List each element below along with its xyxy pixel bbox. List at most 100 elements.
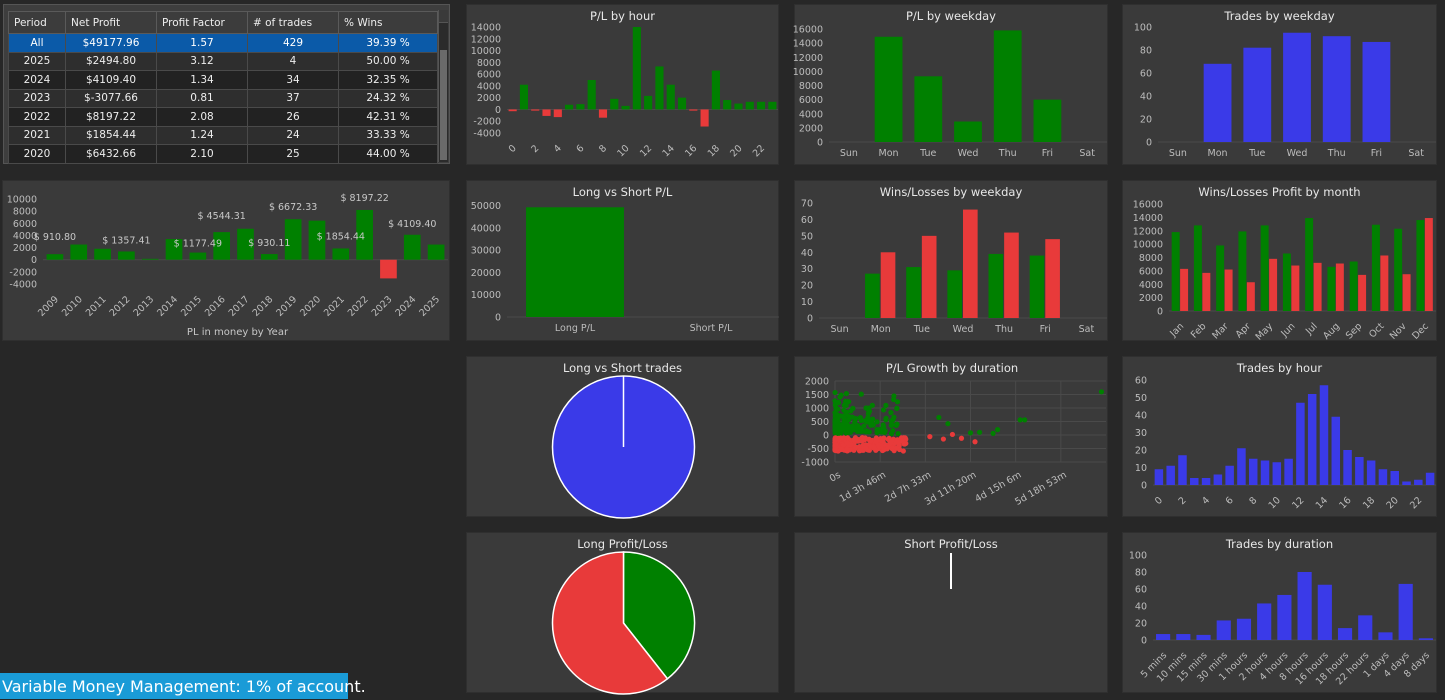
x-tick-label: Tue xyxy=(913,324,930,335)
bar xyxy=(1322,36,1351,143)
chart-title: Short Profit/Loss xyxy=(904,537,998,551)
scatter-point-win xyxy=(837,394,843,400)
chart-title: P/L by weekday xyxy=(906,9,996,23)
scatter-point-win xyxy=(888,422,894,428)
chart-panel-wins-losses-weekday: Wins/Losses by weekday 70 60 50 40 30 20 10 0 Sun… xyxy=(794,180,1108,341)
scatter-point-loss xyxy=(873,438,880,444)
bar xyxy=(213,232,231,260)
x-tick-label: Aug xyxy=(1321,321,1342,342)
bar xyxy=(1176,634,1191,640)
table-row[interactable]: 2022 $8197.22 2.08 26 42.31 % xyxy=(8,107,438,127)
x-tick-label: Tue xyxy=(919,148,936,159)
chart-panel-pl-by-year: 10000 8000 6000 4000 2000 0 -2000 -4000 2009 2010… xyxy=(2,180,450,341)
x-tick-label: 20 xyxy=(1385,495,1401,511)
scroll-thumb[interactable] xyxy=(440,50,447,160)
scatter-point-win xyxy=(891,414,897,420)
bar xyxy=(237,228,254,260)
scatter-point-loss xyxy=(857,447,863,453)
bar-wins xyxy=(1216,245,1225,311)
y-tick-label: 8000 xyxy=(1139,253,1163,264)
bar xyxy=(874,36,903,142)
x-tick-label: 18 xyxy=(706,143,722,159)
x-tick-label: Thu xyxy=(998,148,1017,159)
table-cell: $-3077.66 xyxy=(65,88,157,108)
y-tick-label: 50000 xyxy=(471,201,501,212)
y-tick-label: 8000 xyxy=(477,58,501,69)
chart-title: P/L Growth by duration xyxy=(886,361,1018,375)
bar xyxy=(745,101,754,110)
y-tick-label: 30 xyxy=(801,264,813,275)
table-row[interactable]: 2023 $-3077.66 0.81 37 24.32 % xyxy=(8,88,438,108)
table-cell: 1.24 xyxy=(156,125,248,145)
bar xyxy=(1331,416,1341,485)
x-tick-label: Mon xyxy=(871,324,891,335)
y-tick-label: 10 xyxy=(801,297,813,308)
scatter-point-win xyxy=(858,417,864,423)
scatter-point-win xyxy=(895,430,901,437)
table-cell: $4109.40 xyxy=(65,70,157,90)
bar xyxy=(531,109,540,111)
y-tick-label: 4000 xyxy=(13,231,37,242)
table-cell: $6432.66 xyxy=(65,144,157,164)
y-tick-label: 40 xyxy=(1140,92,1152,103)
table-row[interactable]: All $49177.96 1.57 429 39.39 % xyxy=(8,33,438,53)
chart-title: Long Profit/Loss xyxy=(577,537,668,551)
scatter-point-loss xyxy=(840,442,846,448)
x-tick-label: 2 xyxy=(1177,495,1189,507)
y-tick-label: 2000 xyxy=(799,123,823,134)
x-tick-label: 4 xyxy=(552,143,564,155)
header-trades[interactable]: # of trades xyxy=(247,11,339,34)
bar xyxy=(1277,594,1292,640)
x-tick-label: 8 xyxy=(1247,495,1259,507)
x-tick-label: Thu xyxy=(994,324,1013,335)
bar xyxy=(427,244,445,260)
scatter-point-win xyxy=(832,428,838,434)
bar-wins xyxy=(1305,218,1314,311)
header-wins[interactable]: % Wins xyxy=(338,11,438,34)
bar xyxy=(1284,458,1293,485)
x-tick-label: 22 xyxy=(751,143,767,159)
table-row[interactable]: 2024 $4109.40 1.34 34 32.35 % xyxy=(8,70,438,90)
chart-wins-losses-weekday: Wins/Losses by weekday 70 60 50 40 30 20 10 0 Sun… xyxy=(801,185,1107,335)
bar-wins xyxy=(1327,266,1336,311)
bar-losses xyxy=(1291,265,1300,311)
header-period[interactable]: Period xyxy=(8,11,66,34)
header-profit-factor[interactable]: Profit Factor xyxy=(156,11,248,34)
table-scrollbar[interactable] xyxy=(438,10,448,162)
y-tick-label: 20000 xyxy=(471,268,501,279)
bar-losses xyxy=(1004,232,1019,318)
chart-long-short-trades: Long vs Short trades xyxy=(551,361,696,519)
scatter-point-win xyxy=(888,418,894,424)
x-tick-label: Fri xyxy=(1040,324,1051,335)
table-cell: 4 xyxy=(247,51,339,71)
bar-wins xyxy=(1260,225,1269,311)
scatter-point-win xyxy=(890,396,897,403)
scatter-point-win xyxy=(967,430,974,436)
chart-panel-pl-by-weekday: P/L by weekday 16000 14000 12000 10000 8000 60… xyxy=(793,4,1108,165)
x-tick-label: Feb xyxy=(1189,321,1209,341)
y-tick-label: 0 xyxy=(1141,636,1147,647)
y-tick-label: -1000 xyxy=(801,458,829,469)
bar xyxy=(1201,478,1211,485)
y-tick-label: 70 xyxy=(801,199,813,210)
scatter-point-loss xyxy=(885,436,891,443)
table-row[interactable]: 2021 $1854.44 1.24 24 33.33 % xyxy=(8,125,438,145)
bar xyxy=(1362,41,1391,143)
table-cell: 44.00 % xyxy=(338,144,438,164)
x-tick-label: 20 xyxy=(728,143,744,159)
table-row[interactable]: 2025 $2494.80 3.12 4 50.00 % xyxy=(8,51,438,71)
scatter-point-win xyxy=(874,419,880,425)
scatter-point-win xyxy=(1098,389,1105,395)
y-tick-label: 100 xyxy=(1134,23,1152,34)
header-net-profit[interactable]: Net Profit xyxy=(65,11,157,34)
y-tick-label: -500 xyxy=(807,444,829,455)
scroll-up-button[interactable] xyxy=(439,10,448,23)
bar-wins xyxy=(1371,224,1380,311)
scatter-point-win xyxy=(936,414,942,421)
bar xyxy=(1425,472,1435,485)
bar-wins xyxy=(1238,231,1247,311)
table-row[interactable]: 2020 $6432.66 2.10 25 44.00 % xyxy=(8,144,438,164)
chart-trades-by-weekday: Trades by weekday 100 80 60 40 20 0 Sun Mon Tue We… xyxy=(1134,9,1436,159)
bar xyxy=(565,104,574,110)
x-tick-label: 2018 xyxy=(251,294,276,319)
